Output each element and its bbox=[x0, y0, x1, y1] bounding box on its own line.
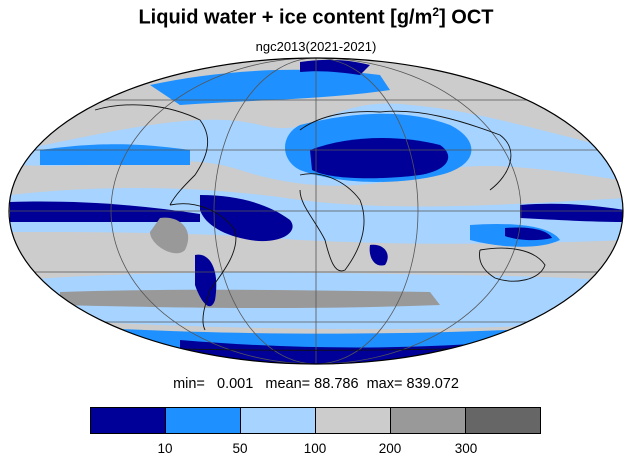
coastlines bbox=[59, 104, 581, 351]
region-dark-maritime bbox=[505, 227, 552, 241]
meridian-ellipse bbox=[213, 58, 419, 364]
colorbar-tick: 300 bbox=[454, 441, 478, 456]
coast-eurasia bbox=[299, 110, 512, 191]
colorbar-cell bbox=[166, 408, 241, 433]
region-dry-andes bbox=[150, 217, 189, 254]
colorbar-cell bbox=[391, 408, 466, 433]
region-arctic bbox=[150, 69, 390, 105]
stats-line: min= 0.001 mean= 88.786 max= 839.072 bbox=[173, 376, 459, 392]
region-dark-asia bbox=[310, 138, 449, 179]
region-dark-arctic bbox=[300, 59, 370, 75]
region-dry-subtropics-south bbox=[60, 289, 440, 309]
colorbar-cell bbox=[466, 408, 540, 433]
colorbar-tick: 200 bbox=[378, 441, 402, 456]
region-amazon bbox=[200, 195, 293, 242]
coast-south-america bbox=[169, 203, 237, 331]
colorbar bbox=[90, 407, 541, 434]
colorbar-cell bbox=[316, 408, 391, 433]
region-itcz-pacific bbox=[10, 201, 200, 222]
map-outline bbox=[8, 57, 624, 365]
meridian-ellipse bbox=[110, 58, 522, 364]
colorbar-tick: 10 bbox=[157, 441, 173, 456]
region-dark-patagonia bbox=[195, 254, 217, 307]
region-itcz-west-pacific bbox=[520, 203, 623, 222]
colorbar-tick: 50 bbox=[232, 441, 248, 456]
region-mid-north-pacific bbox=[40, 144, 190, 165]
coast-australia bbox=[479, 247, 546, 282]
colorbar-cell bbox=[91, 408, 166, 433]
coast-north-america bbox=[94, 104, 209, 206]
plot-subtitle: ngc2013(2021-2021) bbox=[255, 39, 377, 54]
colorbar-tick: 100 bbox=[303, 441, 327, 456]
plot-title: Liquid water + ice content [g/m2] OCT bbox=[138, 5, 494, 29]
colorbar-cell bbox=[241, 408, 316, 433]
graticule bbox=[9, 58, 623, 364]
coast-africa bbox=[299, 173, 365, 272]
region-dark-madagascar bbox=[369, 244, 388, 266]
